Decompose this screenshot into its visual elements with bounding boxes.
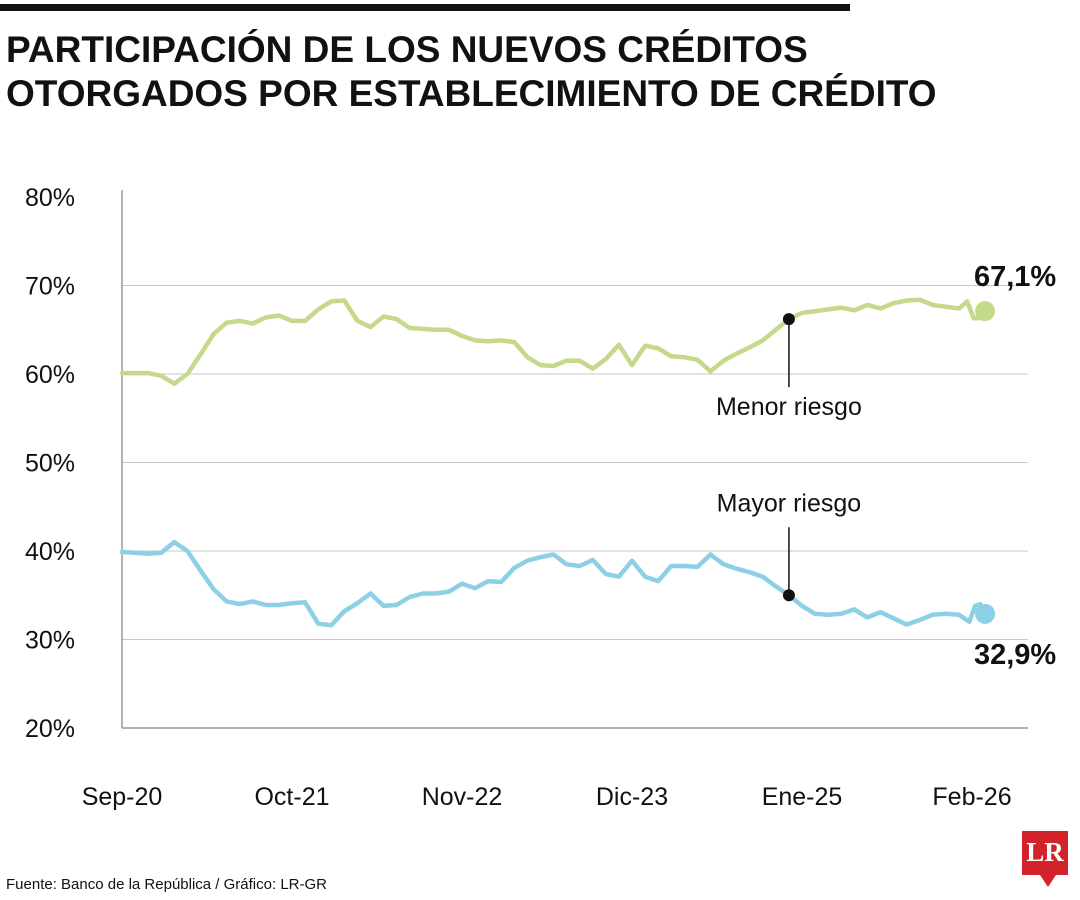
lr-logo: LR — [1022, 831, 1068, 875]
end-value-label: 67,1% — [974, 261, 1056, 293]
x-tick-label: Nov-22 — [422, 783, 503, 811]
series-end-marker — [975, 603, 996, 624]
y-tick-label: 60% — [25, 361, 75, 389]
series-name-label: Menor riesgo — [716, 393, 862, 421]
series-line-menor-riesgo — [119, 297, 988, 386]
lr-logo-tail — [1040, 875, 1056, 887]
source-note: Fuente: Banco de la República / Gráfico:… — [6, 876, 327, 893]
y-tick-label: 70% — [25, 273, 75, 301]
annotation-dot — [782, 313, 795, 326]
line-chart: 20% 30% 40% 50% 60% 70% 80% Sep-20 Oct-21 Nov-22 D… — [25, 184, 1056, 811]
x-tick-label: Oct-21 — [254, 783, 329, 811]
chart-title-line-2: OTORGADOS POR ESTABLECIMIENTO DE CRÉDITO — [6, 73, 937, 114]
top-rule — [0, 4, 850, 11]
chart-title: PARTICIPACIÓN DE LOS NUEVOS CRÉDITOS OTO… — [6, 28, 1006, 116]
y-tick-label: 40% — [25, 538, 75, 566]
series-end-marker — [975, 301, 996, 322]
x-tick-label: Feb-26 — [932, 783, 1011, 811]
y-tick-label: 20% — [25, 715, 75, 743]
x-tick-label: Dic-23 — [596, 783, 668, 811]
chart-title-line-1: PARTICIPACIÓN DE LOS NUEVOS CRÉDITOS — [6, 29, 808, 70]
axis-layer: 20% 30% 40% 50% 60% 70% 80% Sep-20 Oct-21 Nov-22 D… — [25, 184, 1028, 811]
lr-logo-text: LR — [1026, 837, 1064, 867]
grid-layer — [122, 285, 1028, 640]
series-name-label: Mayor riesgo — [717, 489, 862, 517]
series-line-mayor-riesgo — [119, 539, 988, 628]
y-tick-label: 30% — [25, 627, 75, 655]
y-tick-label: 80% — [25, 184, 75, 212]
y-tick-label: 50% — [25, 450, 75, 478]
annotation-dot — [782, 589, 795, 602]
annotation-layer: 67,1% Menor riesgo 32,9% Mayor riesgo — [716, 261, 1056, 671]
series-layer — [119, 297, 996, 628]
x-tick-label: Sep-20 — [82, 783, 163, 811]
x-tick-label: Ene-25 — [762, 783, 843, 811]
end-value-label: 32,9% — [974, 639, 1056, 671]
